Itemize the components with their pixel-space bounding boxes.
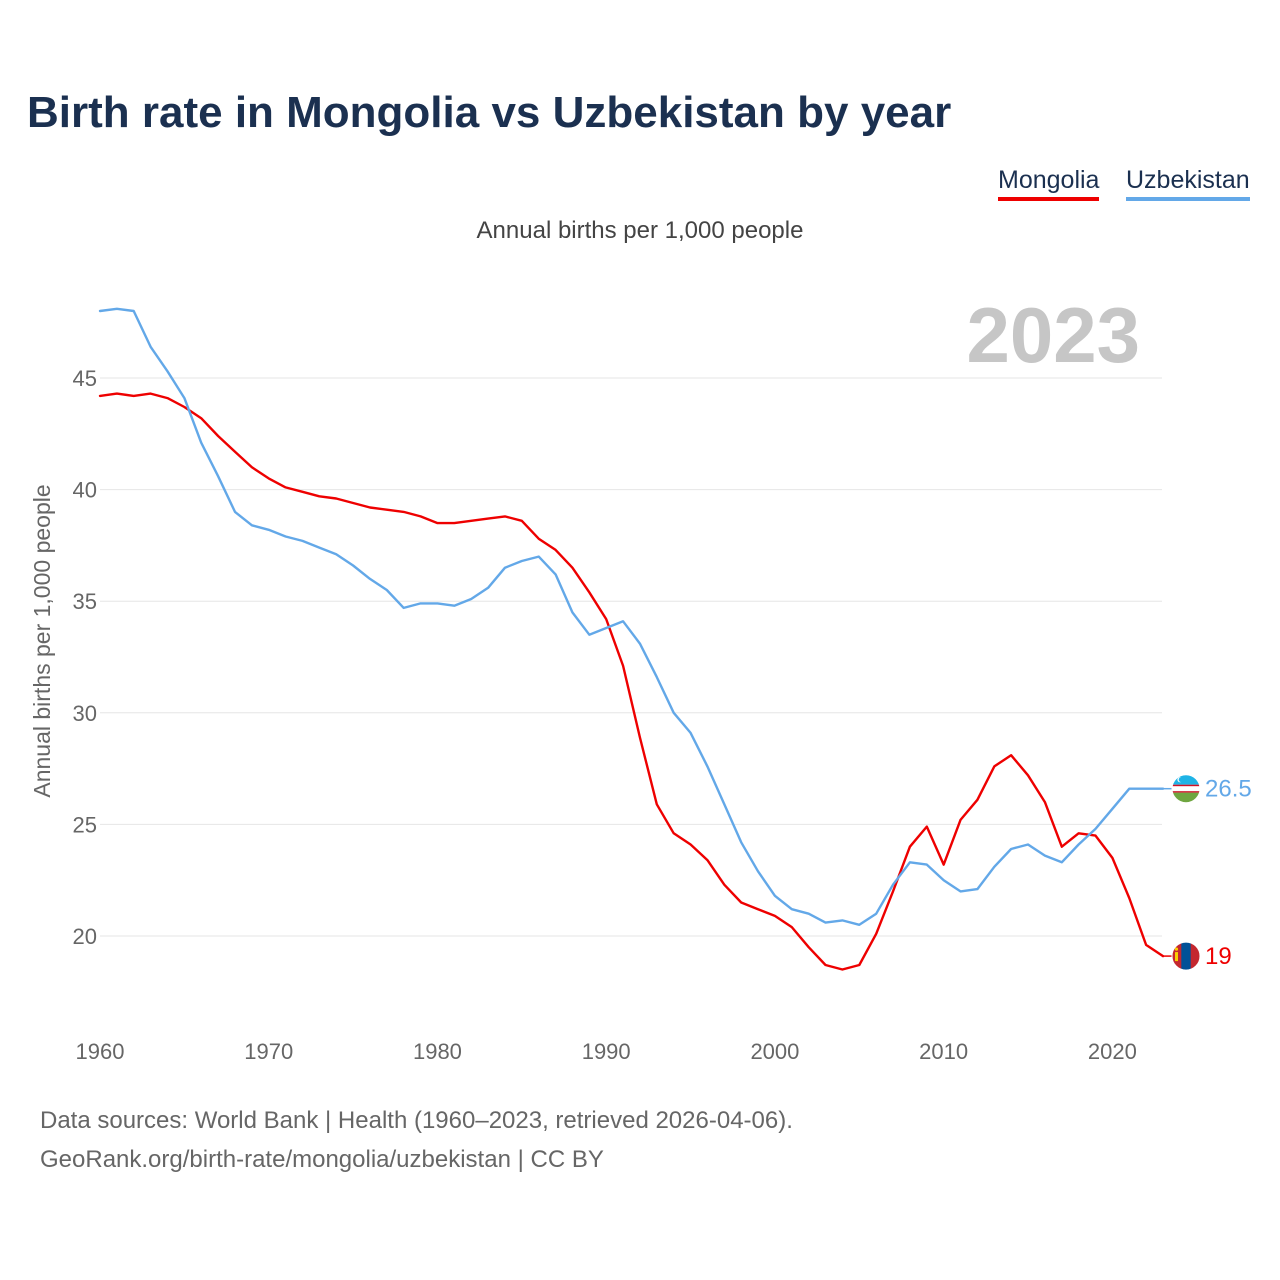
y-tick-label: 25: [73, 812, 97, 837]
y-tick-label: 45: [73, 366, 97, 391]
series-line-uzbekistan[interactable]: [98, 307, 1165, 926]
x-tick-label: 1990: [582, 1039, 631, 1064]
line-chart: 2023 20 25 30 35 40 45 1960 1970 1980 1990 2000 201…: [29, 291, 1252, 1064]
series-lines: [98, 307, 1165, 971]
flag-ring: [1171, 774, 1201, 804]
x-tick-label: 1960: [76, 1039, 125, 1064]
y-tick-label: 20: [73, 924, 97, 949]
data-source-note: Data sources: World Bank | Health (1960–…: [40, 1107, 793, 1134]
flag-ring: [1171, 941, 1201, 971]
end-value-label-uzbekistan: 26.5: [1205, 776, 1252, 803]
credit-link[interactable]: GeoRank.org/birth-rate/mongolia/uzbekist…: [40, 1146, 604, 1173]
x-tick-label: 2020: [1088, 1039, 1137, 1064]
chart-subtitle: Annual births per 1,000 people: [476, 217, 804, 244]
x-tick-label: 1970: [244, 1039, 293, 1064]
year-indicator: 2023: [966, 291, 1140, 379]
chart-title: Birth rate in Mongolia vs Uzbekistan by …: [27, 88, 952, 137]
y-axis-title: Annual births per 1,000 people: [29, 484, 55, 797]
legend-item-mongolia[interactable]: Mongolia: [998, 166, 1100, 201]
series-line-mongolia[interactable]: [98, 392, 1165, 971]
x-tick-label: 1980: [413, 1039, 462, 1064]
y-tick-label: 35: [73, 589, 97, 614]
x-tick-label: 2010: [919, 1039, 968, 1064]
end-value-label-mongolia: 19: [1205, 943, 1232, 970]
gridlines: [100, 377, 1162, 937]
legend-item-uzbekistan[interactable]: Uzbekistan: [1126, 166, 1250, 201]
axes: 20 25 30 35 40 45 1960 1970 1980 1990 2000 2010 2020: [73, 366, 1137, 1064]
y-tick-label: 40: [73, 478, 97, 503]
flag-mongolia-icon: [1172, 942, 1200, 971]
y-tick-label: 30: [73, 701, 97, 726]
flag-uzbekistan-icon: [1172, 774, 1200, 803]
x-tick-label: 2000: [750, 1039, 799, 1064]
end-markers: 19 26.5: [1163, 774, 1252, 971]
